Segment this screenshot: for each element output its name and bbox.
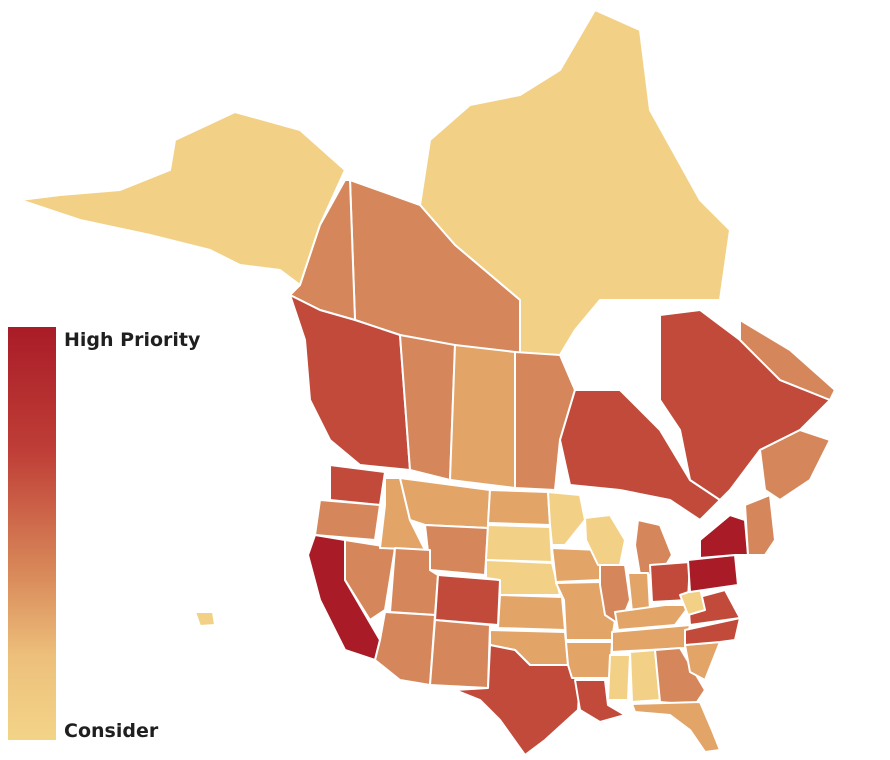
region-texas[interactable] (454, 644, 581, 756)
region-arizona[interactable] (374, 611, 436, 686)
region-georgia[interactable] (654, 647, 706, 706)
region-arkansas[interactable] (565, 641, 613, 679)
region-mississippi[interactable] (607, 654, 631, 701)
region-florida[interactable] (631, 701, 721, 753)
legend-low-label: Consider (64, 720, 159, 742)
region-hawaii[interactable] (194, 611, 216, 627)
region-kansas[interactable] (497, 594, 566, 631)
region-wyoming[interactable] (424, 524, 489, 576)
region-saskatchewan[interactable] (449, 344, 516, 489)
region-new-york[interactable] (699, 514, 749, 559)
region-maritimes[interactable] (759, 429, 831, 501)
region-new-mexico[interactable] (429, 619, 491, 689)
region-montana[interactable] (399, 477, 491, 529)
region-alberta[interactable] (399, 334, 456, 481)
region-oregon[interactable] (314, 499, 381, 541)
region-kentucky[interactable] (614, 604, 691, 631)
region-north-dakota[interactable] (487, 489, 551, 526)
legend-high-label: High Priority (64, 329, 201, 351)
region-colorado[interactable] (434, 574, 501, 626)
region-washington[interactable] (329, 464, 386, 506)
region-indiana[interactable] (627, 572, 651, 613)
region-alaska[interactable] (19, 111, 346, 286)
region-ontario[interactable] (559, 389, 721, 521)
region-new-england[interactable] (744, 494, 776, 556)
region-newfoundland-labrador[interactable] (739, 319, 836, 401)
region-utah[interactable] (389, 547, 439, 616)
region-louisiana[interactable] (574, 679, 626, 723)
region-british-columbia[interactable] (289, 294, 411, 471)
region-pennsylvania[interactable] (687, 554, 739, 593)
legend-color-scale (8, 327, 56, 740)
region-south-dakota[interactable] (485, 524, 553, 563)
region-minnesota[interactable] (547, 491, 586, 546)
